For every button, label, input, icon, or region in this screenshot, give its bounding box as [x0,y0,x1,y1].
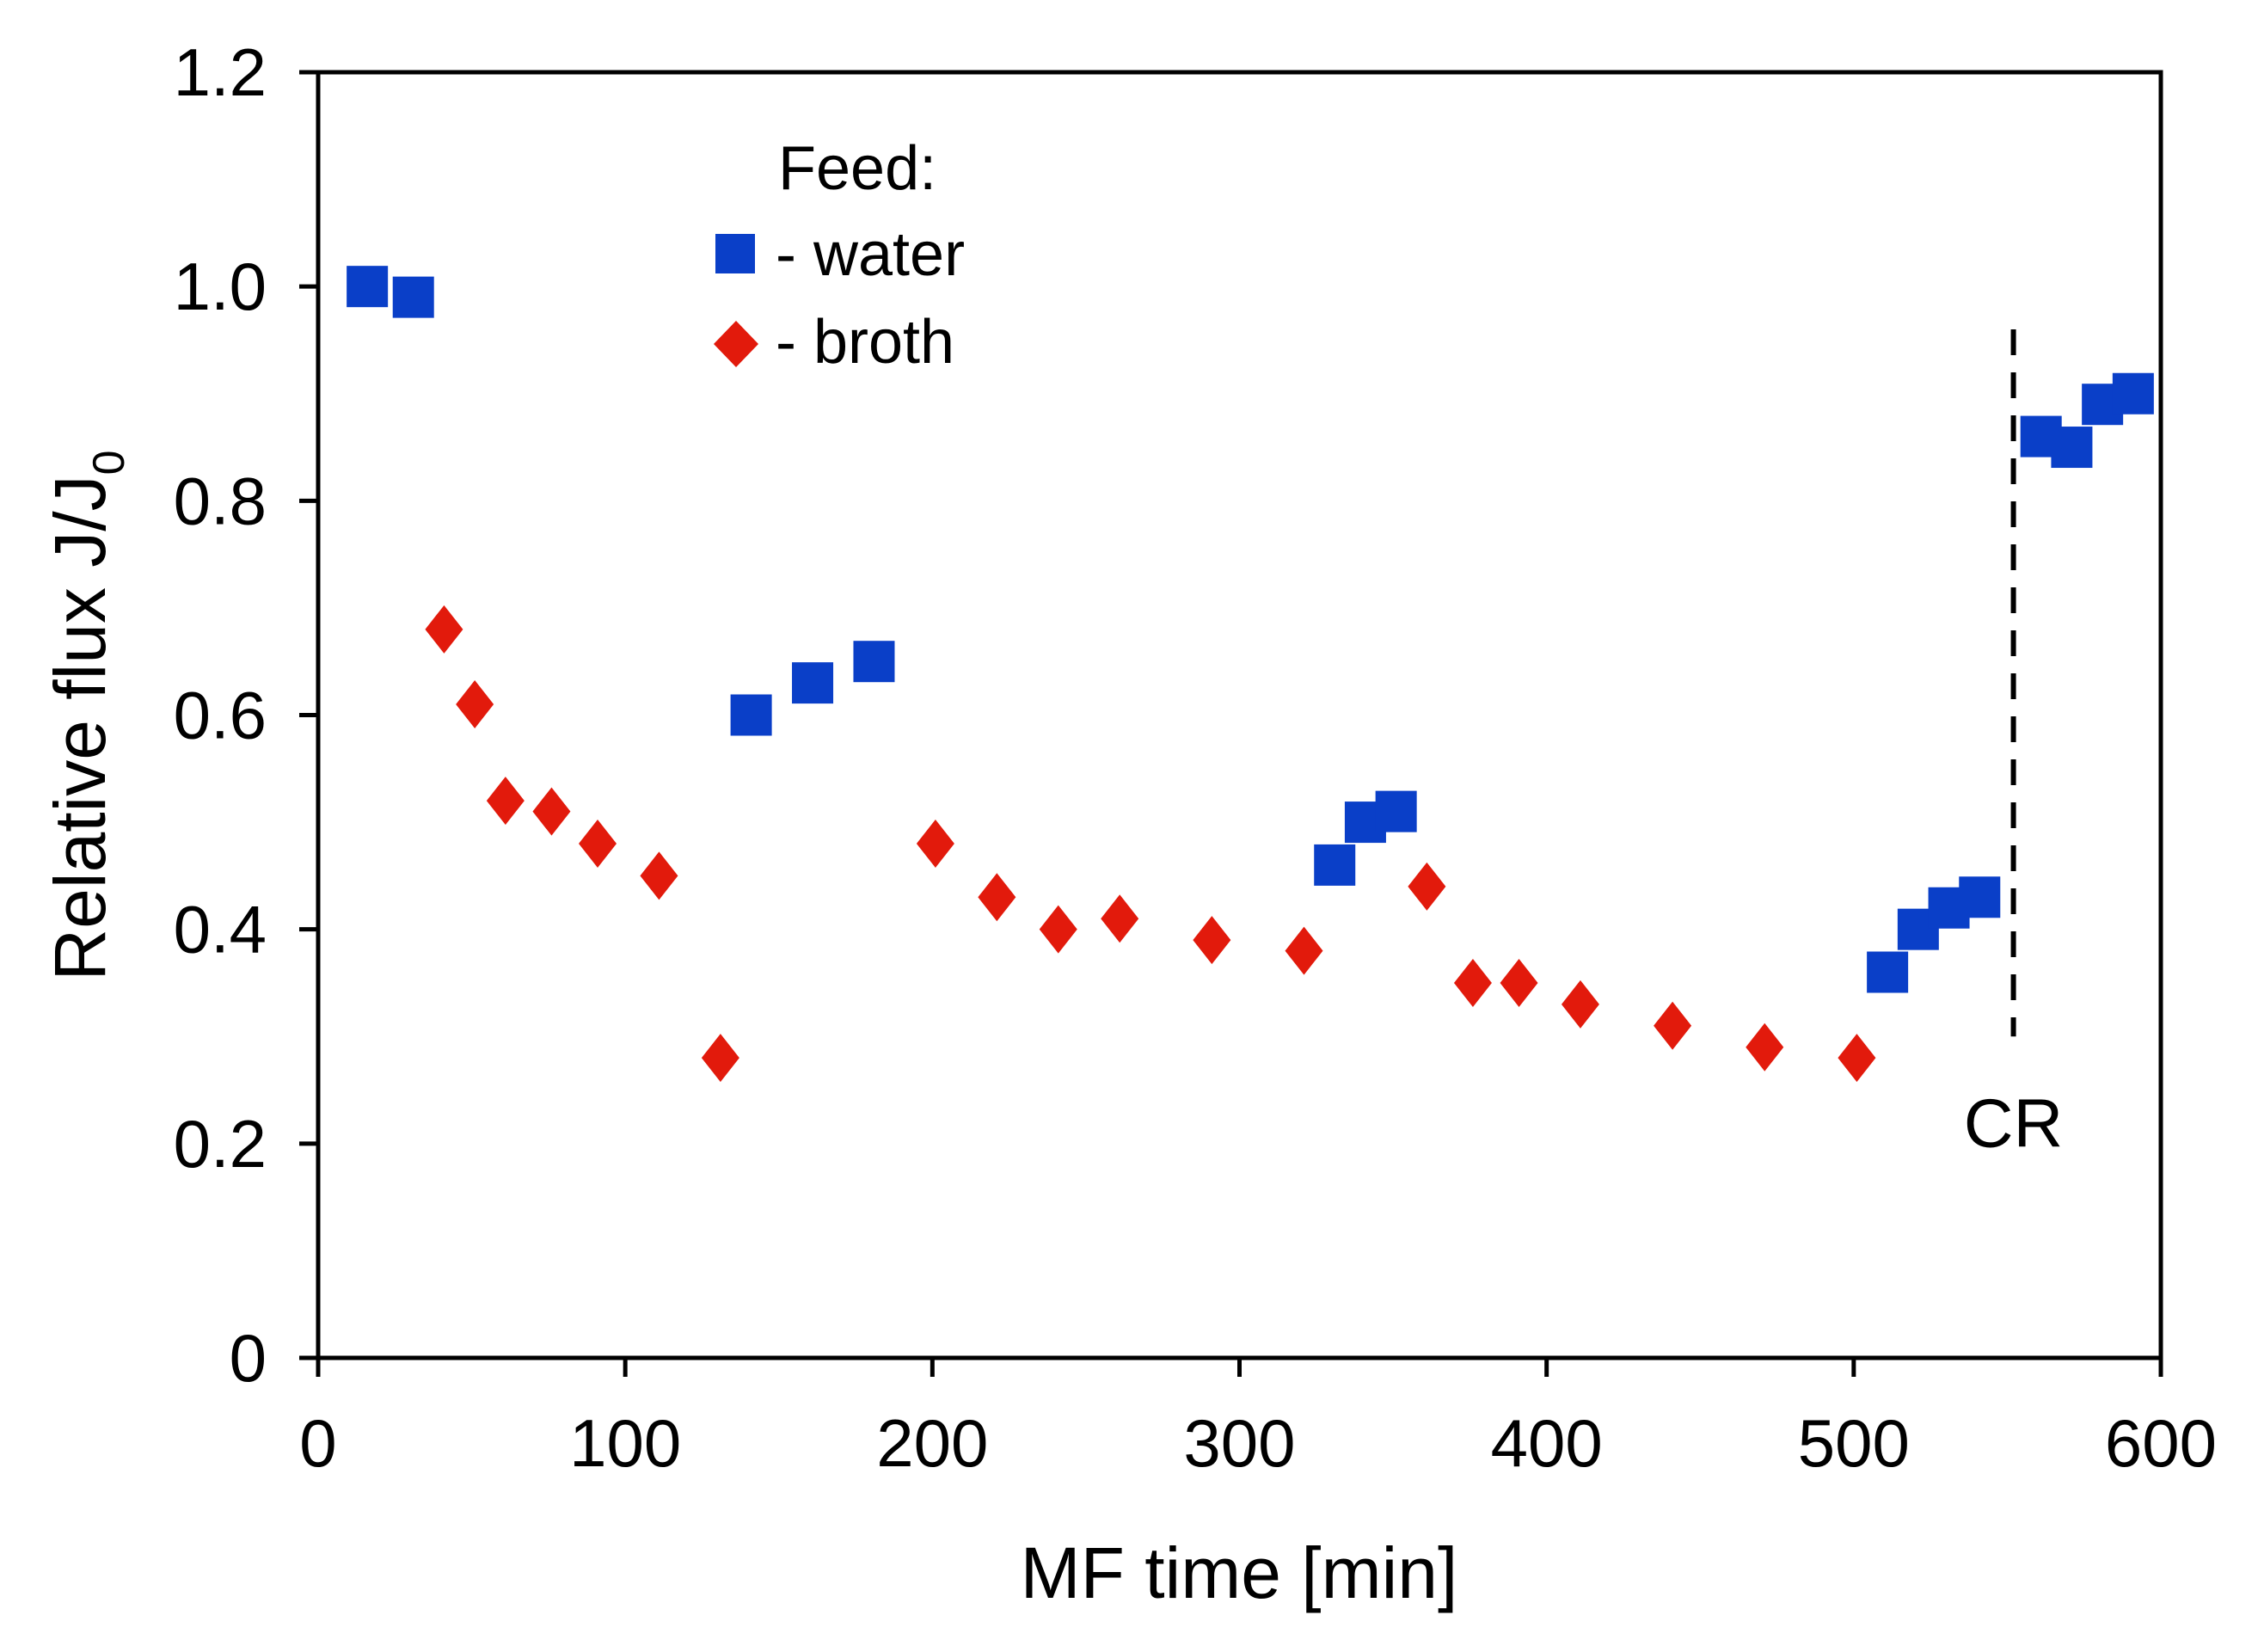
x-axis-ticks: 0 100 200 300 400 500 600 [299,1358,2217,1481]
water-point [730,694,772,736]
broth-point [1039,905,1077,954]
y-tick-label: 1.0 [174,249,267,324]
water-point [792,662,834,704]
broth-point [425,605,463,654]
plot-frame [316,70,2163,1360]
y-tick-label: 1.2 [174,34,267,110]
y-tick-label: 0 [230,1320,267,1396]
legend: Feed: - water - broth [714,134,965,377]
water-point [1375,790,1417,832]
water-point [347,266,389,308]
legend-broth-label: - broth [776,308,954,377]
water-point [853,641,895,683]
x-tick-label: 600 [2105,1405,2217,1481]
y-axis-title-main: Relative flux J/J [40,475,120,980]
y-tick-label: 0.2 [174,1106,267,1182]
plot-area-border [316,70,2163,1360]
broth-point [486,777,525,826]
water-point [2112,372,2154,415]
broth-point [1500,958,1538,1007]
broth-point [640,851,678,900]
broth-point [1285,926,1323,975]
y-axis-title: Relative flux J/J0 [40,450,134,980]
broth-point [456,680,494,729]
water-point [1959,876,2001,918]
y-tick-label: 0.4 [174,892,267,967]
water-point [2051,427,2093,469]
broth-point [1654,1001,1692,1050]
broth-point [701,1034,739,1083]
x-tick-label: 500 [1798,1405,1910,1481]
broth-point [1408,862,1446,911]
legend-water-label: - water [776,220,965,289]
legend-broth-marker [714,321,758,367]
broth-point [1746,1023,1784,1072]
cr-label: CR [1964,1084,2064,1161]
water-point [1314,844,1356,886]
x-tick-label: 400 [1491,1405,1603,1481]
x-axis-title: MF time [min] [1021,1532,1458,1613]
data-points [347,266,2154,1083]
y-tick-label: 0.6 [174,678,267,753]
broth-point [532,787,571,836]
water-point [392,276,434,318]
broth-point [1101,894,1139,943]
x-tick-label: 0 [299,1405,336,1481]
broth-point [1561,980,1599,1029]
x-tick-label: 100 [569,1405,681,1481]
broth-point [916,820,954,868]
y-axis-title-subscript: 0 [84,450,134,475]
annotations: CR [1964,329,2064,1161]
x-tick-label: 300 [1183,1405,1295,1481]
broth-point [1453,958,1492,1007]
legend-title: Feed: [778,134,936,203]
legend-water-marker [715,234,755,273]
broth-point [579,820,617,868]
broth-point [1193,916,1231,965]
x-tick-label: 200 [876,1405,988,1481]
broth-point [1838,1034,1876,1083]
y-tick-label: 0.8 [174,463,267,538]
broth-point [978,873,1016,922]
y-axis-ticks: 0 0.2 0.4 0.6 0.8 1.0 1.2 [174,34,318,1396]
water-point [1867,951,1909,993]
